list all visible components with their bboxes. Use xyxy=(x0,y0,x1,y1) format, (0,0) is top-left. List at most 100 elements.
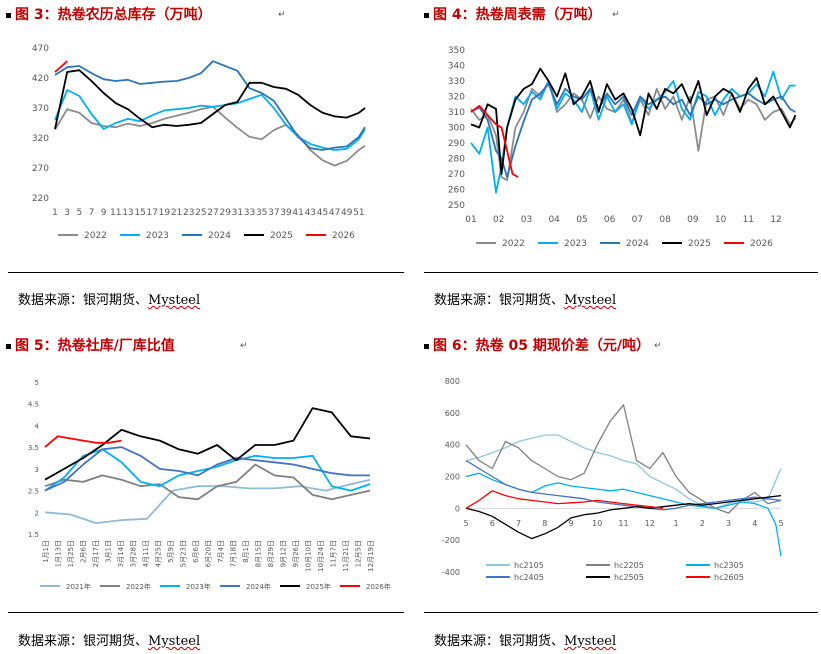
x-tick-label: 12月19日 xyxy=(367,540,375,572)
legend-label: 2026 xyxy=(750,239,773,249)
legend-label: 2024年 xyxy=(246,582,271,591)
x-tick-label: 10 xyxy=(715,215,727,225)
y-tick-label: 370 xyxy=(32,104,49,114)
y-tick-label: 3.5 xyxy=(28,444,39,452)
series-line xyxy=(54,60,68,73)
series-line xyxy=(465,472,782,557)
x-tick-label: 27 xyxy=(207,208,218,218)
x-tick-label: 3月1日 xyxy=(105,540,113,563)
series-line xyxy=(465,490,663,509)
y-tick-label: 0 xyxy=(455,504,460,513)
divider xyxy=(424,612,818,613)
y-tick-label: 2 xyxy=(35,509,39,517)
y-tick-label: 260 xyxy=(448,186,465,196)
legend-label: hc2205 xyxy=(614,561,644,570)
x-tick-label: 1 xyxy=(52,208,58,218)
x-tick-label: 4月25日 xyxy=(155,540,163,567)
legend-label: 2023年 xyxy=(186,582,211,591)
series-line xyxy=(54,69,366,130)
paragraph-mark-icon: ↵ xyxy=(240,341,248,351)
y-tick-label: 340 xyxy=(448,62,465,72)
chart-title-fig4: 图 4：热卷周表需（万吨） xyxy=(424,4,602,24)
y-tick-label: 1.5 xyxy=(28,531,39,539)
y-tick-label: 200 xyxy=(445,473,460,482)
x-tick-label: 08 xyxy=(659,215,671,225)
series-line xyxy=(470,104,519,178)
legend-label: 2024 xyxy=(208,231,231,241)
chart-fig5: 1.5 2 2.5 3 3.5 4 4.5 5 1月1日 1月13日 1月25日 2月6日 2月17日 3… xyxy=(28,379,391,591)
paragraph-mark-icon: ↵ xyxy=(654,341,662,351)
x-tick-label: 3月28日 xyxy=(130,540,138,567)
series-line xyxy=(465,494,782,540)
legend-label: 2025 xyxy=(270,231,293,241)
divider xyxy=(424,272,818,273)
y-tick-label: 350 xyxy=(448,46,465,56)
y-tick-label: 470 xyxy=(32,44,49,54)
series-line xyxy=(44,407,371,481)
x-tick-label: 45 xyxy=(317,208,328,218)
y-tick-label: 280 xyxy=(448,155,465,165)
series-line xyxy=(465,434,782,509)
source-note-fig5: 数据来源：银河期货、Mysteel xyxy=(18,634,201,649)
y-tick-label: 4 xyxy=(35,422,40,430)
x-tick-label: 02 xyxy=(493,215,504,225)
divider xyxy=(8,612,404,613)
legend-label: hc2305 xyxy=(714,561,744,570)
x-tick-label: 7月18日 xyxy=(230,540,238,567)
x-tick-label: 7 xyxy=(89,208,95,218)
legend-label: hc2605 xyxy=(714,573,744,582)
x-tick-label: 12 xyxy=(645,519,655,528)
y-tick-label: 2.5 xyxy=(28,488,39,496)
x-tick-label: 8 xyxy=(542,519,547,528)
legend-label: 2024 xyxy=(626,239,649,249)
legend-label: hc2105 xyxy=(514,561,544,570)
x-tick-label: 2 xyxy=(700,519,705,528)
x-tick-label: 6月6日 xyxy=(192,540,200,563)
bullet-square-icon xyxy=(6,12,11,18)
y-tick-label: 400 xyxy=(445,441,460,450)
y-tick-label: 5 xyxy=(35,379,39,387)
x-tick-label: 9 xyxy=(568,519,573,528)
x-tick-label: 1月25日 xyxy=(67,540,75,567)
y-tick-label: 310 xyxy=(448,108,465,118)
series-line xyxy=(465,460,782,511)
x-tick-label: 25 xyxy=(195,208,206,218)
y-tick-label: 270 xyxy=(32,164,49,174)
x-tick-label: 5 xyxy=(463,519,468,528)
legend-label: 2025 xyxy=(688,239,711,249)
source-note-fig3: 数据来源：银河期货、Mysteel xyxy=(18,293,201,308)
paragraph-mark-icon: ↵ xyxy=(612,10,620,20)
x-tick-label: 43 xyxy=(305,208,316,218)
x-tick-label: 49 xyxy=(341,208,353,218)
series-line xyxy=(470,67,797,175)
x-tick-label: 13 xyxy=(122,208,133,218)
x-tick-label: 7月4日 xyxy=(217,540,225,563)
x-tick-label: 33 xyxy=(244,208,255,218)
x-tick-label: 8月1日 xyxy=(242,540,250,563)
legend-label: 2025年 xyxy=(306,582,331,591)
y-tick-label: 220 xyxy=(32,194,49,204)
y-tick-label: 420 xyxy=(32,74,49,84)
bullet-square-icon xyxy=(424,12,429,18)
bullet-square-icon xyxy=(6,343,11,349)
y-tick-label: 4.5 xyxy=(28,401,39,409)
legend-label: 2026 xyxy=(332,231,355,241)
y-tick-label: 300 xyxy=(448,124,465,134)
chart-title-fig6: 图 6：热卷 05 期现价差（元/吨） xyxy=(424,335,650,355)
divider xyxy=(8,272,404,273)
series-line xyxy=(54,60,366,151)
x-tick-label: 35 xyxy=(256,208,267,218)
x-tick-label: 10月10日 xyxy=(305,540,313,572)
y-tick-label: 320 xyxy=(448,93,465,103)
x-tick-label: 11 xyxy=(110,208,121,218)
x-tick-label: 51 xyxy=(353,208,364,218)
x-tick-label: 4 xyxy=(752,519,757,528)
x-tick-label: 7 xyxy=(516,519,521,528)
x-tick-label: 47 xyxy=(329,208,340,218)
x-tick-label: 04 xyxy=(548,215,560,225)
x-tick-label: 31 xyxy=(232,208,243,218)
legend-label: 2023 xyxy=(146,231,169,241)
series-line xyxy=(44,448,371,492)
legend-label: 2022年 xyxy=(126,582,151,591)
